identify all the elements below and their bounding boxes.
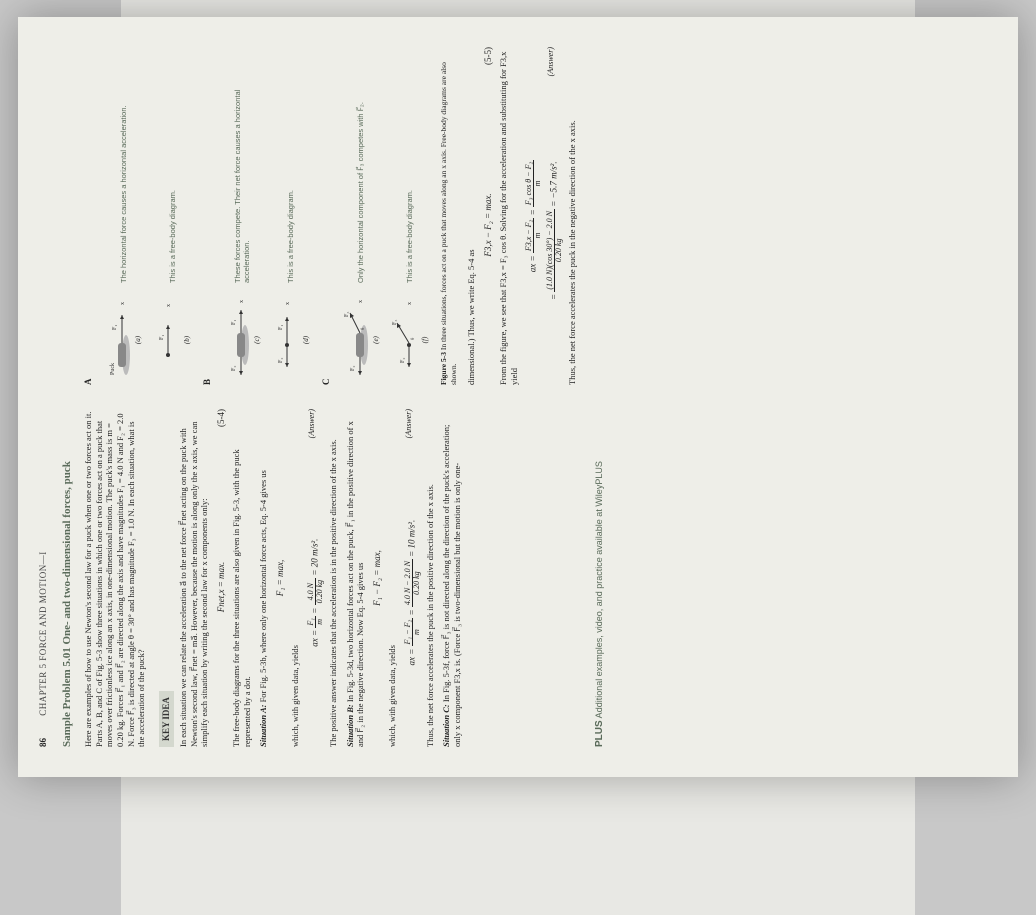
intro-paragraph: Here are examples of how to use Newton's… (83, 409, 147, 747)
situation-c: Situation C: In Fig. 5-3f, force F⃗₃ is … (441, 409, 462, 747)
equation-b2: ax = F₁ − F₂m = 4.0 N − 2.0 N0.20 kg = 1… (404, 409, 421, 747)
equation-5-5: F3,x − F₂ = max. (5-5) (483, 47, 494, 385)
equation-a1: F₁ = max, (275, 409, 286, 747)
key-idea-text: In each situation we can relate the acce… (178, 409, 210, 747)
svg-text:F₁: F₁ (159, 335, 165, 340)
svg-text:F₂: F₂ (231, 366, 237, 371)
svg-text:x: x (358, 300, 364, 303)
situation-c-cont: dimensional.) Thus, we write Eq. 5-4 as (466, 47, 477, 385)
textbook-page: 86 CHAPTER 5 FORCE AND MOTION—I Sample P… (18, 17, 1018, 777)
diagram-c: F₂ F₁ x (223, 295, 253, 385)
wileyplus-footer: PLUS Additional examples, video, and pra… (594, 47, 607, 747)
svg-text:x: x (166, 304, 172, 307)
svg-text:F₃: F₃ (392, 320, 398, 325)
annotation-5: Only the horizontal component of F⃗₃ com… (356, 102, 365, 283)
annotation-3: These forces compete. Their net force ca… (233, 47, 252, 283)
figure-e: F₂ F₃ θ x (e) Only the horizontal compon… (342, 47, 381, 385)
plus-logo: PLUS (594, 720, 605, 747)
eq-number: (5-4) (216, 409, 227, 427)
eq-number-55: (5-5) (483, 47, 494, 65)
figure-b: F₁ x (b) This is a free-body diagram. (153, 47, 192, 385)
figure-c: F₂ F₁ x (c) These forces compete. Their … (223, 47, 262, 385)
sublabel-b: (b) (183, 295, 192, 385)
equation-b1: F₁ − F₂ = max, (372, 409, 383, 747)
fbd-intro: The free-body diagrams for the three sit… (231, 409, 252, 747)
annotation-6: This is a free-body diagram. (405, 190, 414, 283)
sublabel-a: (a) (134, 295, 143, 385)
situation-c-text2: From the figure, we see that F3,x = F₃ c… (498, 47, 519, 385)
answer-a: (Answer) (307, 409, 317, 438)
figure-section-b: B (202, 47, 213, 385)
figure-f: F₂ F₃ θ x (f) This is a free-body diagra… (391, 47, 430, 385)
right-column: A F₁ x Puck (a) (83, 47, 584, 385)
svg-text:F₁: F₁ (231, 320, 237, 325)
svg-text:F₂: F₂ (350, 366, 356, 371)
figure-section-a: A (83, 47, 94, 385)
svg-text:F₂: F₂ (278, 358, 284, 363)
sublabel-e: (e) (372, 295, 381, 385)
diagram-b: F₁ x (153, 295, 183, 385)
figure-section-c: C (321, 47, 332, 385)
answer-c: (Answer) (546, 47, 556, 76)
situation-a: Situation A: For Fig. 5-3b, where only o… (258, 409, 269, 747)
situation-b-cont: which, with given data, yields (387, 409, 398, 747)
annotation-1: The horizontal force causes a horizontal… (119, 105, 128, 283)
page-header: 86 CHAPTER 5 FORCE AND MOTION—I (38, 47, 49, 747)
answer-b: (Answer) (404, 409, 414, 438)
left-column: Here are examples of how to use Newton's… (83, 409, 584, 747)
annotation-2: This is a free-body diagram. (168, 190, 177, 283)
situation-b: Situation B: In Fig. 5-3d, two horizonta… (345, 409, 366, 747)
f1-label: F₁ (112, 325, 118, 330)
figure-d: F₂ F₁ x (d) This is a free-body diagram. (272, 47, 311, 385)
diagram-f: F₂ F₃ θ x (391, 295, 421, 385)
sublabel-f: (f) (421, 295, 430, 385)
diagram-e: F₂ F₃ θ x (342, 295, 372, 385)
svg-text:F₁: F₁ (278, 325, 284, 330)
diagram-a: F₁ x Puck (104, 295, 134, 385)
figure-caption: Figure 5-3 In three situations, forces a… (439, 47, 458, 385)
key-idea-label: KEY IDEA (159, 691, 174, 747)
situation-c-conclusion: Thus, the net force accelerates the puck… (567, 47, 578, 385)
situation-a-cont: which, with given data, yields (290, 409, 301, 747)
page-number: 86 (38, 738, 48, 747)
sublabel-c: (c) (253, 295, 262, 385)
diagram-d: F₂ F₁ x (272, 295, 302, 385)
sample-problem-title: Sample Problem 5.01 One- and two-dimensi… (61, 47, 75, 747)
svg-text:x: x (120, 302, 126, 305)
situation-b-label: Situation B: (345, 704, 355, 747)
svg-text:x: x (239, 300, 245, 303)
equation-5-4: Fnet,x = max. (5-4) (216, 409, 227, 747)
annotation-4: This is a free-body diagram. (286, 190, 295, 283)
figure-a: F₁ x Puck (a) The horizontal force cause… (104, 47, 143, 385)
equation-a2: ax = F₁m = 4.0 N0.20 kg = 20 m/s². (Answ… (307, 409, 324, 747)
equation-c3: = (1.0 N)(cos 30°) − 2.0 N0.20 kg = −5.7… (546, 47, 563, 385)
svg-text:x: x (285, 302, 291, 305)
sublabel-d: (d) (302, 295, 311, 385)
svg-text:θ: θ (411, 337, 416, 340)
svg-text:F₂: F₂ (400, 358, 406, 363)
situation-b-conclusion: Thus, the net force accelerates the puck… (425, 409, 436, 747)
svg-text:Puck: Puck (110, 363, 116, 375)
situation-a-conclusion: The positive answer indicates that the a… (328, 409, 339, 747)
situation-c-label: Situation C: (441, 704, 451, 747)
svg-text:F₃: F₃ (344, 312, 350, 317)
svg-text:θ: θ (361, 327, 366, 330)
chapter-title: CHAPTER 5 FORCE AND MOTION—I (38, 551, 48, 716)
svg-text:x: x (407, 302, 413, 305)
situation-a-label: Situation A: (258, 705, 268, 747)
equation-c2: ax = F3,x − F₂m = F₃ cos θ − F₂m (525, 47, 542, 385)
